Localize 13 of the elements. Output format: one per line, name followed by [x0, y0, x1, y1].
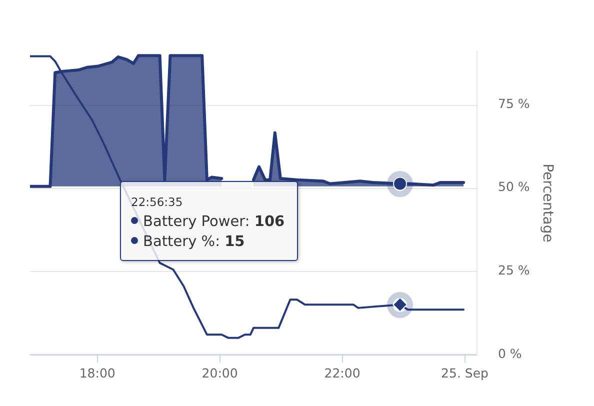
x-tick-label: 20:00	[202, 365, 238, 380]
x-tick-label: 18:00	[79, 365, 116, 380]
annotation: Battery Power: 106	[143, 214, 285, 230]
y-tick-label: 50 %	[498, 179, 530, 194]
annotation: 22:56:35	[131, 194, 184, 210]
y-axis-title: Percentage	[539, 164, 556, 242]
x-tick-label: 25. Sep	[441, 365, 489, 380]
y-tick-label: 75 %	[498, 96, 530, 111]
y-tick-label: 0 %	[498, 346, 522, 361]
annotation: Battery %: 15	[143, 234, 245, 250]
x-tick-label: 22:00	[324, 365, 360, 380]
y-tick-label: 25 %	[498, 262, 530, 278]
tooltip: 22:56:35 Battery Power: 106 Battery %: 15	[120, 181, 298, 261]
